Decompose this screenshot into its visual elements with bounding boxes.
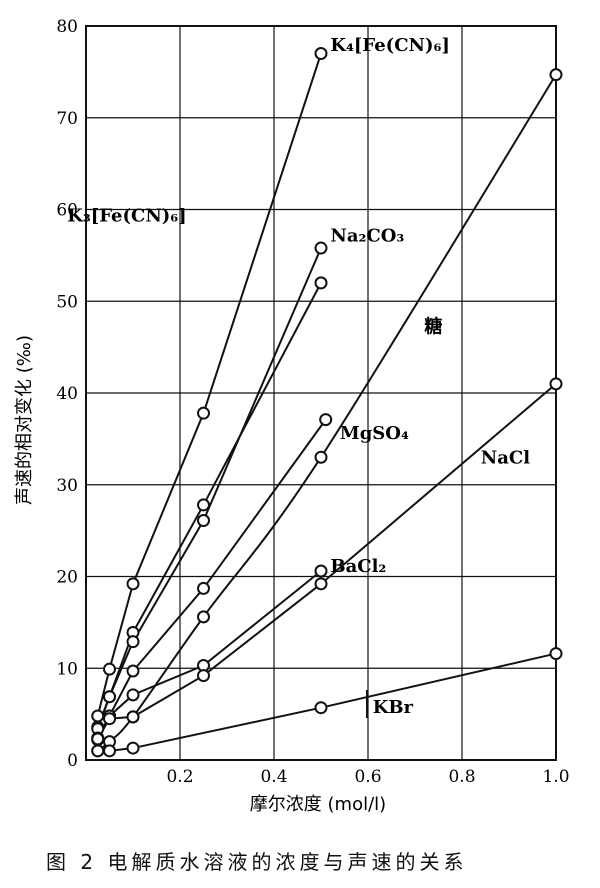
series-line-2 (96, 247, 322, 730)
series-label: 糖 (424, 315, 442, 337)
data-point (126, 688, 140, 702)
x-tick-label: 0.2 (166, 767, 193, 787)
data-point (314, 276, 328, 290)
series-label: BaCl₂ (330, 556, 386, 577)
data-point (197, 498, 210, 512)
data-point (103, 744, 116, 758)
series-label: NaCl (481, 448, 530, 469)
y-tick-label: 70 (56, 109, 78, 129)
series (96, 53, 557, 752)
series-label: MgSO₄ (340, 423, 409, 444)
data-point (91, 744, 105, 758)
y-tick-label: 10 (56, 659, 78, 679)
data-point (91, 709, 105, 723)
series-label: Na₂CO₃ (330, 226, 404, 247)
series-label: K₃[Fe(CN)₆] (67, 205, 187, 226)
series-label: KBr (373, 697, 414, 718)
data-point (314, 241, 328, 255)
y-tick-label: 20 (56, 568, 78, 588)
x-tick-label: 0.4 (260, 767, 287, 787)
y-tick-labels: 0 10 20 30 40 50 60 70 80 (56, 17, 78, 771)
data-point (103, 662, 116, 676)
data-point (549, 68, 563, 82)
data-point (197, 406, 210, 420)
data-point (197, 581, 210, 595)
data-point (549, 377, 563, 391)
data-point (319, 413, 333, 427)
series-line-3 (97, 74, 557, 752)
data-points (91, 47, 563, 758)
y-tick-label: 0 (67, 751, 78, 771)
x-tick-label: 1.0 (542, 767, 569, 787)
y-tick-label: 60 (56, 201, 78, 221)
data-point (314, 564, 328, 578)
data-point (103, 690, 116, 704)
data-point (126, 635, 140, 649)
grid (86, 26, 556, 760)
x-tick-label: 0.6 (354, 767, 381, 787)
data-point (126, 741, 140, 755)
y-tick-label: 30 (56, 476, 78, 496)
y-tick-label: 80 (56, 17, 78, 37)
y-axis-label: 声速的相对变化 (‰) (14, 335, 35, 505)
x-axis-label: 摩尔浓度 (mol/l) (250, 794, 386, 815)
data-point (197, 514, 210, 528)
data-point (197, 610, 210, 624)
data-point (314, 701, 328, 715)
annotations: K₄[Fe(CN)₆] K₃[Fe(CN)₆] Na₂CO₃ 糖 MgSO₄ NaCl Ba… (67, 35, 530, 718)
figure-caption: 图 2 电解质水溶液的浓度与声速的关系 (46, 850, 468, 874)
data-point (314, 577, 328, 591)
data-point (197, 669, 210, 683)
series-label: K₄[Fe(CN)₆] (330, 35, 450, 56)
data-point (126, 664, 140, 678)
series-line-6 (96, 383, 557, 740)
y-tick-label: 50 (56, 292, 78, 312)
data-point (549, 647, 563, 661)
y-tick-label: 40 (56, 384, 78, 404)
data-point (103, 712, 116, 726)
x-tick-label: 0.8 (448, 767, 475, 787)
x-tick-labels: 0.2 0.4 0.6 0.8 1.0 (166, 767, 569, 787)
data-point (126, 710, 140, 724)
data-point (126, 577, 140, 591)
data-point (314, 47, 328, 61)
data-point (91, 732, 105, 746)
data-point (314, 450, 328, 464)
